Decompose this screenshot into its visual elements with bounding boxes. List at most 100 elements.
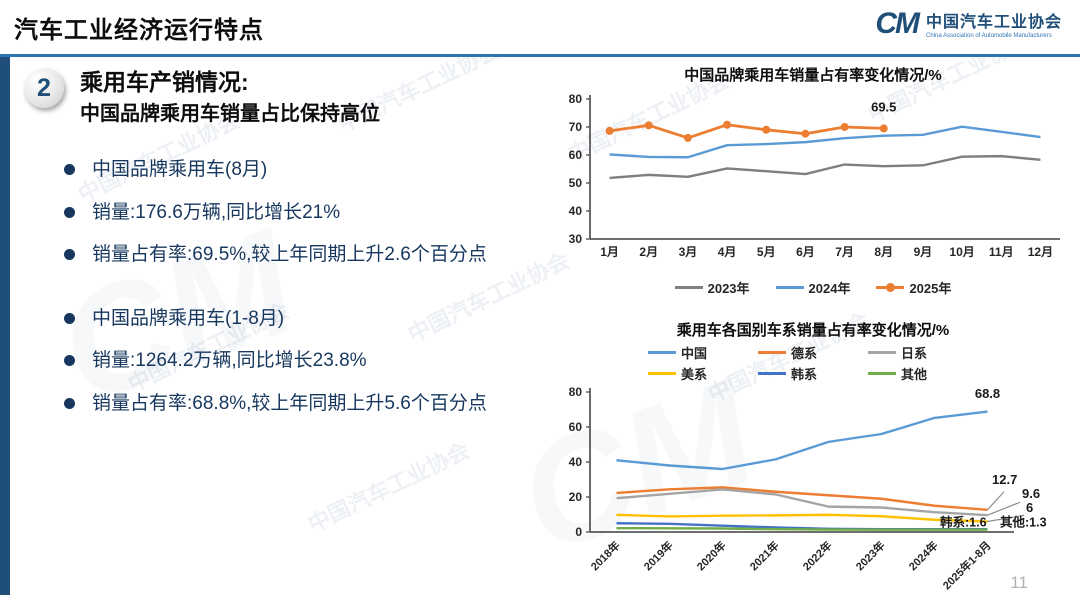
y-tick-label: 50 [569,176,583,190]
data-label: 6 [1026,500,1033,515]
label-leader-line [987,491,1005,511]
legend-item-中国: 中国 [648,343,758,362]
label-leader-line [987,501,1021,516]
legend-item-2025年: 2025年 [876,278,951,297]
legend-line-swatch [648,372,676,375]
series-line-日系 [616,488,988,517]
y-tick-label: 30 [569,232,583,246]
y-tick-label: 20 [569,490,583,504]
y-tick-label: 40 [569,455,583,469]
data-label: 韩系:1.6 [940,514,987,529]
series-marker [801,129,810,138]
x-tick-label: 7月 [835,245,854,259]
x-tick-label: 6月 [796,245,815,259]
list-item: 销量:176.6万辆,同比增长21% [62,198,534,227]
data-label: 68.8 [975,386,1000,401]
legend-item-2024年: 2024年 [775,278,851,297]
legend-line-swatch [758,351,786,354]
section-number-badge: 2 [24,68,64,108]
data-label: 12.7 [992,472,1017,487]
legend-label: 其他 [901,367,928,382]
list-item: 销量占有率:69.5%,较上年同期上升2.6个百分点 [62,240,534,269]
summary-panel: 2 乘用车产销情况: 中国品牌乘用车销量占比保持高位 中国品牌乘用车(8月) 销… [24,66,534,431]
bullet-group-jan-aug: 中国品牌乘用车(1-8月) 销量:1264.2万辆,同比增长23.8% 销量占有… [62,304,534,418]
series-marker [644,121,653,130]
x-tick-label: 9月 [914,245,933,259]
x-tick-label: 5月 [757,245,776,259]
x-tick-label: 8月 [874,245,893,259]
y-tick-label: 60 [569,420,583,434]
x-tick-label: 10月 [949,245,974,259]
legend-item-德系: 德系 [758,343,868,362]
x-tick-label: 2025年1-8月 [940,538,994,592]
series-line-其他 [616,526,988,531]
bullet-list: 中国品牌乘用车(8月) 销量:176.6万辆,同比增长21% 销量占有率:69.… [24,155,534,418]
legend-label: 德系 [791,346,818,361]
legend-label: 韩系 [791,367,818,382]
series-line-美系 [616,513,988,523]
label-leader-line [987,514,1025,523]
x-tick-label: 2019年 [641,538,676,573]
chart-title: 乘用车各国别车系销量占有率变化情况/% [676,322,950,339]
logo-org-name: 中国汽车工业协会 [925,14,1062,31]
org-logo: CM 中国汽车工业协会 China Association of Automob… [875,8,1062,39]
legend-item-2023年: 2023年 [674,278,750,297]
charts-column: 中国品牌乘用车销量占有率变化情况/% 30 40 50 60 70 80 1月 2月 3月 4月 5… [552,64,1074,601]
legend-label: 中国 [681,346,708,361]
legend-item-韩系: 韩系 [758,364,868,383]
y-tick-label: 60 [569,148,583,162]
x-tick-label: 2021年 [747,538,782,573]
x-tick-label: 2023年 [853,538,888,573]
legend-line-swatch [648,351,676,354]
legend-label: 日系 [901,346,928,361]
series-line-2024年 [609,125,1041,159]
series-line-2023年 [609,154,1041,180]
x-tick-label: 2020年 [694,538,729,573]
logo-cm-icon: CM [875,6,920,40]
x-tick-label: 2月 [639,245,658,259]
y-tick-label: 80 [569,385,583,399]
chart-legend: 中国 德系 日系美系 韩系 其他 [633,342,993,384]
legend-line-swatch [758,372,786,375]
china-brand-share-line-chart: 30 40 50 60 70 80 1月 2月 3月 4月 5月 6月 7月 8月 9月 10月 11月 12月 6… [569,92,1060,259]
y-tick-label: 70 [569,120,583,134]
legend-item-其他: 其他 [868,364,978,383]
page-title: 汽车工业经济运行特点 [14,17,264,44]
y-tick-label: 40 [569,204,583,218]
x-tick-label: 4月 [718,245,737,259]
section-subheading: 中国品牌乘用车销量占比保持高位 [80,103,380,126]
data-label: 69.5 [871,100,896,115]
x-tick-label: 11月 [989,245,1014,259]
header: 汽车工业经济运行特点 CM 中国汽车工业协会 China Association… [0,0,1080,57]
legend-line-swatch [868,372,896,375]
section-heading: 乘用车产销情况: [80,69,249,95]
bullet-group-august: 中国品牌乘用车(8月) 销量:176.6万辆,同比增长21% 销量占有率:69.… [62,155,534,269]
chart-title: 中国品牌乘用车销量占有率变化情况/% [684,67,942,84]
chart-legend: 2023年 2024年 2025年 [552,278,1074,297]
x-tick-label: 2022年 [800,538,835,573]
logo-org-name-en: China Association of Automobile Manufact… [925,33,1052,39]
x-tick-label: 1月 [600,245,619,259]
legend-line-swatch [775,286,804,289]
legend-label: 2024年 [808,281,851,296]
legend-item-美系: 美系 [648,364,758,383]
y-tick-label: 80 [569,92,583,106]
x-tick-label: 2024年 [906,538,941,573]
country-series-share-chart-block: 乘用车各国别车系销量占有率变化情况/% 中国 德系 日系 美系 韩系 其他 0 20 40 60… [552,319,1074,601]
list-item: 中国品牌乘用车(8月) [62,155,534,184]
data-label: 9.6 [1022,486,1040,501]
series-marker [762,125,771,134]
list-item: 销量:1264.2万辆,同比增长23.8% [62,346,534,375]
legend-label: 2023年 [707,281,750,296]
list-item: 中国品牌乘用车(1-8月) [62,304,534,333]
left-accent-bar [0,57,10,595]
page-number: 11 [1010,573,1028,592]
legend-line-swatch [868,351,896,354]
legend-line-swatch [876,283,905,292]
series-marker [879,124,888,133]
legend-label: 2025年 [909,281,952,296]
legend-line-swatch [674,286,703,289]
series-marker [723,120,732,129]
list-item: 销量占有率:68.8%,较上年同期上升5.6个百分点 [62,389,534,418]
